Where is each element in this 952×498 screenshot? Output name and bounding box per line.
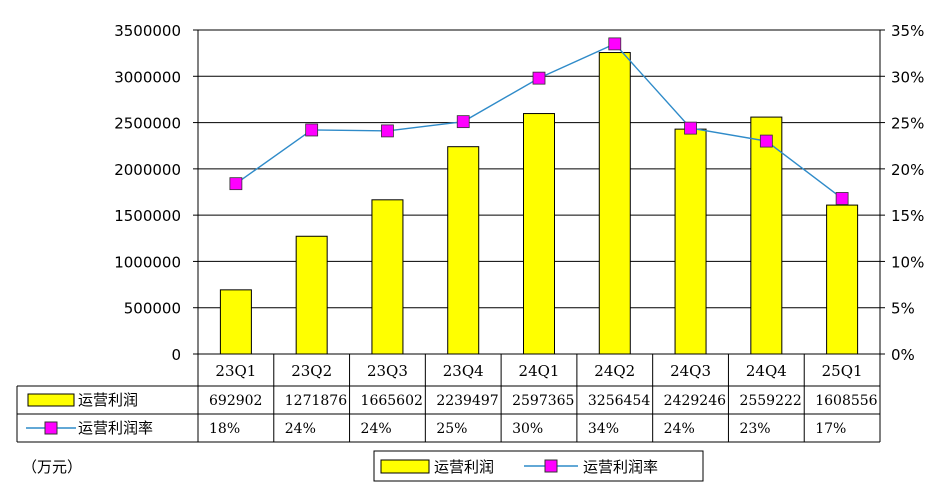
table-cell: 2429246 [664, 393, 726, 409]
y2-tick-label: 30% [891, 68, 924, 86]
y2-tick-label: 25% [891, 115, 924, 133]
category-label: 25Q1 [822, 362, 863, 380]
y-tick-label: 3500000 [114, 22, 181, 40]
category-label: 24Q2 [594, 362, 635, 380]
table-line-key-marker [44, 421, 58, 435]
y-tick-label: 2000000 [114, 161, 181, 179]
table-cell: 18% [209, 421, 240, 437]
legend-bar-key [380, 459, 430, 474]
table-bar-key [27, 393, 75, 407]
table-cell: 2559222 [739, 393, 801, 409]
table-cell: 24% [361, 421, 392, 437]
category-label: 23Q2 [291, 362, 332, 380]
line-marker [835, 192, 849, 205]
line-marker [684, 121, 697, 135]
axes: 0 500000 1000000 1500000 2000000 2500000 30000… [114, 22, 924, 364]
bar [447, 146, 480, 355]
line-marker [305, 123, 319, 137]
legend-line-marker [544, 459, 558, 473]
bar [295, 235, 328, 355]
bar-series [219, 52, 859, 355]
table-cell: 24% [285, 421, 316, 437]
line-marker [532, 71, 546, 85]
y-tick-label: 0 [171, 346, 181, 364]
table-cell: 2597365 [512, 393, 574, 409]
table-cell: 1665602 [361, 393, 423, 409]
table-cell: 25% [436, 421, 467, 437]
category-label: 24Q3 [670, 362, 711, 380]
table-cell: 1608556 [815, 393, 877, 409]
table-cell: 34% [588, 421, 619, 437]
bar [523, 113, 555, 355]
y2-tick-label: 35% [891, 22, 924, 40]
y-tick-label: 2500000 [114, 115, 181, 133]
bar [826, 204, 859, 355]
table-cell: 17% [815, 421, 846, 437]
bar [371, 199, 404, 355]
line-series [229, 37, 849, 205]
table-cell: 3256454 [588, 393, 650, 409]
data-table: 23Q1 23Q2 23Q3 23Q4 24Q1 24Q2 24Q3 24Q4 25Q1 运营利润… [16, 353, 881, 443]
table-row-label: 运营利润率 [78, 419, 153, 437]
legend: 运营利润 运营利润率 [373, 450, 704, 482]
table-cell: 23% [739, 421, 770, 437]
y2-tick-label: 10% [891, 253, 924, 271]
unit-label: （万元） [22, 458, 83, 476]
category-label: 23Q1 [215, 362, 256, 380]
y-tick-label: 500000 [124, 300, 181, 318]
line-marker [456, 115, 470, 129]
category-label: 24Q1 [519, 362, 560, 380]
bar [219, 289, 252, 355]
line-marker [608, 37, 622, 51]
legend-label: 运营利润 [434, 458, 494, 476]
line-marker [381, 124, 394, 138]
category-label: 23Q4 [443, 362, 484, 380]
table-cell: 24% [664, 421, 695, 437]
y-tick-label: 1500000 [114, 207, 181, 225]
y2-tick-label: 20% [891, 161, 924, 179]
y2-tick-label: 5% [891, 300, 915, 318]
table-cell: 692902 [209, 393, 262, 409]
y-tick-label: 1000000 [114, 253, 181, 271]
table-cell: 1271876 [285, 393, 347, 409]
bar [674, 128, 707, 355]
legend-label: 运营利润率 [583, 458, 658, 476]
bar [750, 116, 783, 355]
category-label: 23Q3 [367, 362, 408, 380]
y2-tick-label: 0% [891, 346, 915, 364]
line-marker [229, 177, 243, 191]
table-cell: 30% [512, 421, 543, 437]
category-label: 24Q4 [746, 362, 787, 380]
line-marker [759, 134, 773, 148]
table-row-label: 运营利润 [78, 391, 138, 409]
table-cell: 2239497 [436, 393, 498, 409]
y-tick-label: 3000000 [114, 68, 181, 86]
bar [598, 52, 631, 355]
y2-tick-label: 15% [891, 207, 924, 225]
